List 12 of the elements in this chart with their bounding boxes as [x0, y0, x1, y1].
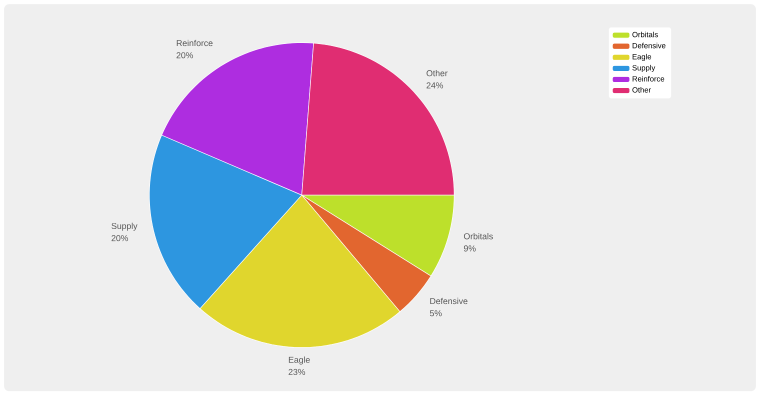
data-label: 9% [464, 245, 476, 252]
data-label: 24% [426, 82, 444, 88]
slice-label: Reinforce [176, 40, 213, 46]
slice-label: Defensive [430, 298, 468, 304]
slice-label: Supply [112, 222, 138, 231]
slice-label: Other [426, 70, 448, 76]
data-label: 20% [176, 52, 194, 58]
data-label: 23% [288, 368, 306, 375]
slice-label: Orbitals [464, 232, 493, 240]
data-label: 20% [112, 234, 128, 242]
data-label: 5% [430, 310, 442, 316]
slice-label: Eagle [288, 356, 310, 364]
